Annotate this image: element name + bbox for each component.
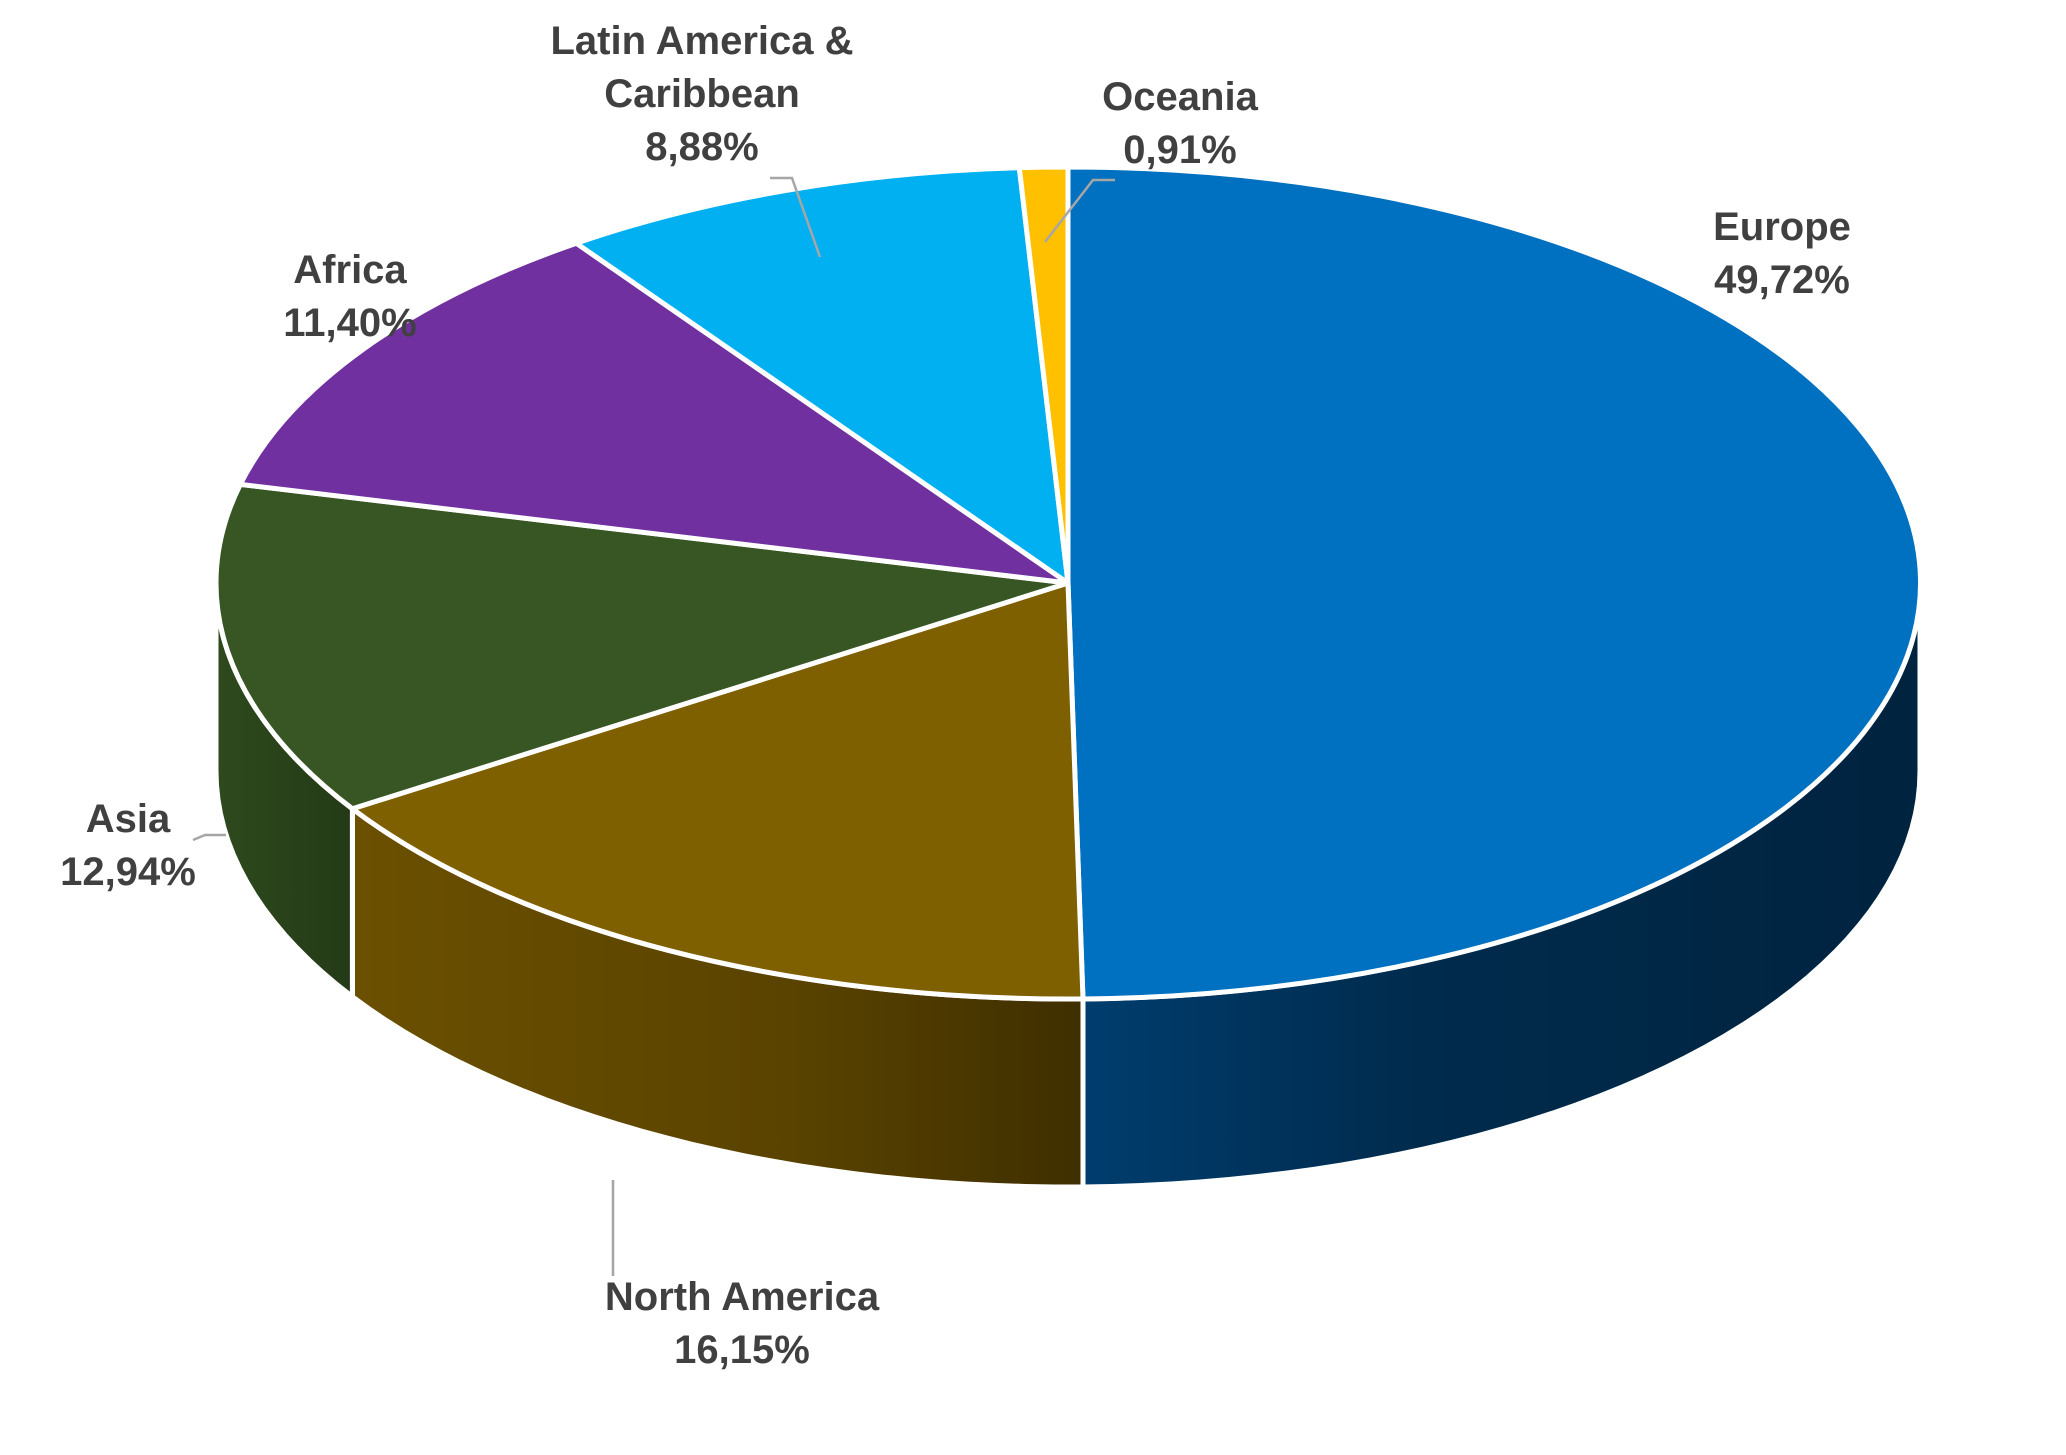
slice-asia: [213, 481, 1071, 812]
data-label-asia: Asia 12,94%: [60, 797, 196, 894]
leader-lines: [192, 176, 1115, 1276]
slice-latin-america-and-caribbean: [573, 165, 1071, 586]
data-label-value: 12,94%: [60, 850, 196, 894]
data-label-value: 0,91%: [1123, 128, 1236, 172]
data-label-oceania: Oceania 0,91%: [1102, 75, 1258, 172]
data-label-value: 16,15%: [674, 1328, 810, 1372]
data-label-latin-america-and-caribbean: Latin America & Caribbean 8,88%: [550, 19, 853, 169]
pie-sides: [213, 580, 1923, 1190]
leader-line-latin-america-and-caribbean: [770, 176, 822, 258]
data-label-africa: Africa 11,40%: [283, 248, 416, 345]
data-label-value: 8,88%: [645, 125, 758, 169]
data-label-name: Europe: [1713, 205, 1851, 249]
data-label-north-america: North America 16,15%: [605, 1275, 880, 1372]
slice-africa: [237, 240, 1071, 586]
leader-line-asia: [192, 833, 226, 842]
data-label-name: North America: [605, 1275, 880, 1319]
data-label-value: 49,72%: [1714, 258, 1850, 302]
leader-line-oceania: [1044, 178, 1115, 243]
data-label-name: Latin America &: [550, 19, 853, 63]
data-labels: Europe 49,72% North America 16,15% Asia 12,94…: [60, 19, 1851, 1372]
slice-oceania: [1016, 164, 1071, 586]
pie-tops: [213, 164, 1923, 1002]
data-label-name: Caribbean: [604, 72, 800, 116]
data-label-value: 11,40%: [283, 301, 416, 345]
data-label-name: Oceania: [1102, 75, 1258, 119]
slice-north-america: [349, 580, 1086, 1002]
data-label-europe: Europe 49,72%: [1713, 205, 1851, 302]
data-label-name: Asia: [86, 797, 171, 841]
slice-europe: [1065, 164, 1923, 1002]
data-label-name: Africa: [293, 248, 407, 292]
